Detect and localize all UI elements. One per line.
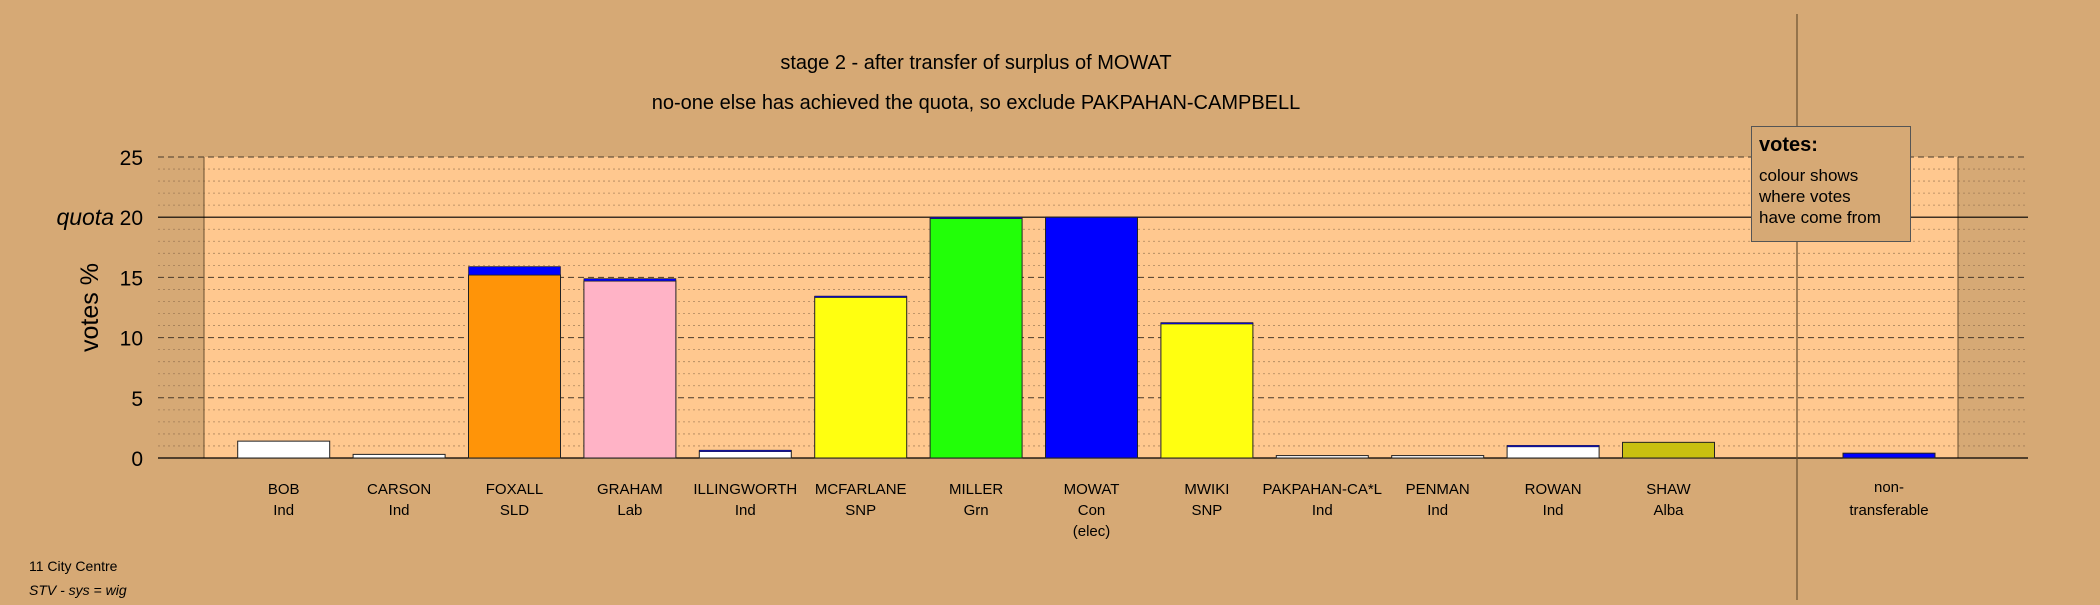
x-tick-label-name: MILLER xyxy=(949,481,1003,498)
bar-shaw xyxy=(1622,441,1715,459)
x-tick-label-name: PAKPAHAN-CA*L xyxy=(1263,481,1382,498)
bar-graham xyxy=(583,280,677,459)
plot-margin-left xyxy=(158,157,204,458)
x-tick-label-name: PENMAN xyxy=(1406,481,1470,498)
x-tick-label-party: Ind xyxy=(1543,502,1564,519)
bar-transfer-miller xyxy=(929,216,1023,219)
x-tick-label-name: ILLINGWORTH xyxy=(693,481,797,498)
x-tick-label-name: FOXALL xyxy=(486,481,544,498)
legend-line: colour shows xyxy=(1759,166,1859,185)
x-tick-label-party: SNP xyxy=(1191,502,1222,519)
bar-bob xyxy=(237,440,331,459)
x-tick-label-party: Ind xyxy=(1427,502,1448,519)
x-tick-label-name: MOWAT xyxy=(1064,481,1120,498)
chart-title: stage 2 - after transfer of surplus of M… xyxy=(780,52,1172,74)
x-tick-label-party: Alba xyxy=(1653,502,1684,519)
bar-transfer-rowan xyxy=(1506,445,1600,448)
x-tick-label-name: ROWAN xyxy=(1525,481,1582,498)
y-tick-label: 15 xyxy=(120,267,143,290)
x-tick-label-party: Ind xyxy=(389,502,410,519)
legend-title: votes: xyxy=(1759,134,1818,156)
bar-foxall xyxy=(468,274,561,459)
y-tick-label: 5 xyxy=(131,388,143,411)
x-tick-label-party: SNP xyxy=(845,502,876,519)
bar-transfer-graham xyxy=(583,278,677,282)
y-tick-label: 25 xyxy=(120,147,143,170)
x-tick-label-name: GRAHAM xyxy=(597,481,663,498)
bar-rowan xyxy=(1506,445,1600,459)
bar-transfer-foxall xyxy=(468,266,561,276)
x-tick-label-name: BOB xyxy=(268,481,300,498)
x-tick-label-party: Ind xyxy=(1312,502,1333,519)
bar-penman xyxy=(1391,455,1485,459)
footer-system: STV - sys = wig xyxy=(29,582,127,598)
non-transferable-label-1: non- xyxy=(1874,479,1904,496)
x-tick-label-name: CARSON xyxy=(367,481,431,498)
quota-label: quota xyxy=(56,204,114,230)
bar-mowat xyxy=(1045,216,1138,459)
non-transferable-label-2: transferable xyxy=(1849,502,1928,519)
bar-transfer-illingworth xyxy=(698,449,792,452)
chart-subtitle: no-one else has achieved the quota, so e… xyxy=(651,92,1301,114)
plot-margin-right xyxy=(1958,157,2028,458)
bar-carson xyxy=(352,453,446,459)
bar-transfer-mwiki xyxy=(1160,322,1254,325)
bar-miller xyxy=(929,217,1023,459)
x-tick-label-name: SHAW xyxy=(1646,481,1691,498)
bar-pakpahan-ca*l xyxy=(1275,455,1369,459)
bar-mcfarlane xyxy=(814,296,908,459)
legend-line: have come from xyxy=(1759,208,1881,227)
legend-box: votes: colour shows where votes have com… xyxy=(1751,126,1911,242)
y-tick-label: 20 xyxy=(120,207,143,230)
x-tick-label-party: Lab xyxy=(617,502,642,519)
x-tick-label-party: Ind xyxy=(273,502,294,519)
x-tick-label-party: Ind xyxy=(735,502,756,519)
x-tick-label-party: Con xyxy=(1078,502,1106,519)
footer-ward: 11 City Centre xyxy=(29,558,118,574)
x-tick-label-note: (elec) xyxy=(1073,523,1111,540)
legend-line: where votes xyxy=(1759,187,1851,206)
bar-transfer-mcfarlane xyxy=(814,295,908,298)
y-axis-label: votes % xyxy=(76,263,104,352)
y-tick-label: 0 xyxy=(131,448,143,471)
x-tick-label-name: MCFARLANE xyxy=(815,481,907,498)
y-tick-label: 10 xyxy=(120,328,143,351)
x-tick-label-party: Grn xyxy=(964,502,989,519)
bar-mwiki xyxy=(1160,322,1254,459)
x-tick-label-name: MWIKI xyxy=(1184,481,1229,498)
x-tick-label-party: SLD xyxy=(500,502,529,519)
bar-non-transferable xyxy=(1842,452,1936,459)
